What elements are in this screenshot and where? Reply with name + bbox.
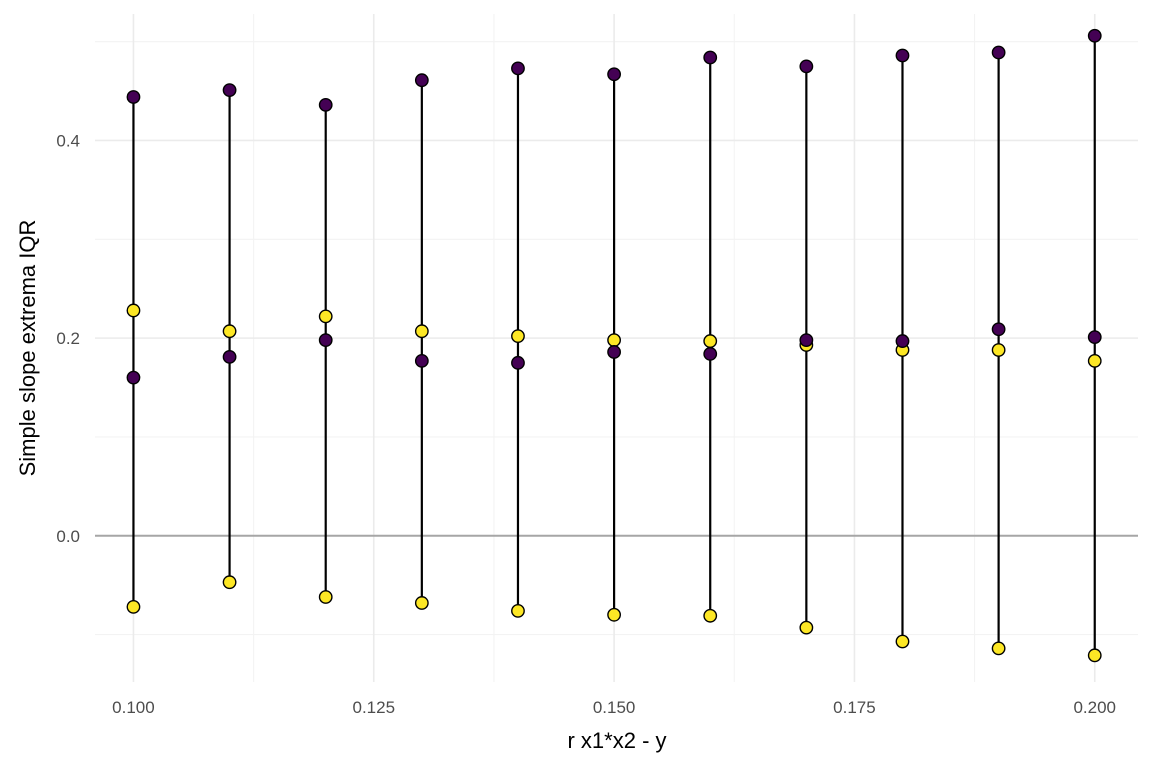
minor-gridlines [95,14,1138,682]
dark-point [126,370,141,385]
x-tick-label: 0.150 [593,698,636,717]
light-point [1087,648,1102,663]
light-point [799,620,814,635]
dark-point [895,48,910,63]
light-point [511,329,525,344]
x-tick-label: 0.125 [353,698,396,717]
light-point [1087,353,1102,368]
y-tick-label: 0.4 [56,131,80,150]
y-axis-ticks: 0.0 0.2 0.4 [56,131,80,545]
light-point [222,324,237,339]
light-point [607,607,621,622]
light-point [222,575,237,590]
data-points [126,28,1102,663]
light-point [414,324,429,339]
dark-point [991,45,1006,60]
dark-point [607,67,621,82]
x-axis-ticks: 0.100 0.125 0.150 0.175 0.200 [112,698,1116,717]
x-tick-label: 0.100 [112,698,155,717]
light-point [991,343,1006,357]
dark-point [895,334,910,348]
dark-point [799,59,814,74]
light-point [703,608,718,623]
x-axis-title: r x1*x2 - y [567,728,666,753]
dark-point [126,90,141,104]
y-tick-label: 0.2 [56,329,80,348]
light-point [318,590,333,604]
dark-point [414,353,429,368]
y-tick-label: 0.0 [56,527,80,546]
dark-point [414,73,429,88]
light-point [607,333,621,347]
light-point [895,634,910,649]
light-point [126,303,141,318]
light-point [126,599,141,614]
dark-point [222,349,237,364]
dark-point [1087,28,1102,43]
dark-point [607,345,621,359]
light-point [511,603,525,618]
dark-point [222,83,237,97]
dark-point [799,333,814,347]
dark-point [1087,330,1102,345]
dark-point [318,98,333,112]
light-point [703,334,718,348]
y-axis-title: Simple slope extrema IQR [15,220,40,477]
dark-point [511,61,525,76]
dark-point [511,355,525,370]
dark-point [318,333,333,347]
light-point [414,596,429,610]
light-point [991,641,1006,656]
dark-point [703,50,718,65]
x-tick-label: 0.175 [833,698,876,717]
light-point [318,309,333,324]
dark-point [703,347,718,361]
x-tick-label: 0.200 [1073,698,1116,717]
dark-point [991,322,1006,337]
